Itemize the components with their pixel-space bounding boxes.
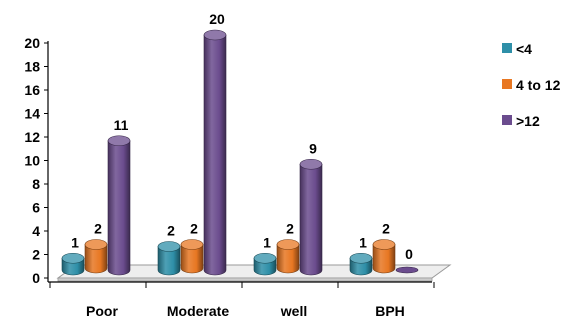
bar-top [203,29,227,41]
data-label-moderate-4-to-12: 2 [190,221,198,237]
legend-label: 4 to 12 [516,77,561,93]
bar-top [84,239,108,250]
bar-moderate-gt-12 [203,29,227,276]
legend-item-4-to-12: 4 to 12 [502,77,561,93]
bar-top [349,252,373,264]
bar-well-gt-12 [299,158,323,276]
legend-swatch [502,43,512,53]
data-label-moderate-lt-4: 2 [167,223,175,239]
bar-bph-gt-12 [395,266,419,274]
bars-group [61,29,419,276]
bar-body [107,140,131,276]
y-tick-label: 20 [24,35,40,51]
bar-bph-4-to-12 [372,239,396,274]
data-label-poor-lt-4: 1 [71,234,79,250]
bar-body [299,163,323,276]
legend-swatch [502,115,512,125]
data-label-well-4-to-12: 2 [286,221,294,237]
data-label-bph-4-to-12: 2 [382,221,390,237]
x-axis: Poor Moderate well BPH [48,281,435,319]
legend-label: <4 [516,41,532,57]
bar-top [180,239,204,250]
bar-body [276,244,300,274]
data-label-well-lt-4: 1 [263,234,271,250]
data-label-moderate-gt-12: 20 [209,11,225,27]
bar-top [299,158,323,170]
data-label-bph-gt-12: 0 [405,246,413,262]
y-tick-label: 8 [32,176,40,192]
bar-body [180,244,204,274]
bar-body [84,244,108,274]
bar-poor-lt-4 [61,252,85,276]
bar-top [61,252,85,264]
legend-label: >12 [516,113,540,129]
y-tick-label: 10 [24,153,40,169]
bar-top [253,252,277,264]
bar-body [157,246,181,276]
bar-well-4-to-12 [276,239,300,274]
legend-swatch [502,79,512,89]
bar-top [157,241,181,252]
y-tick-label: 12 [24,129,40,145]
bar-moderate-lt-4 [157,241,181,276]
bar-poor-4-to-12 [84,239,108,274]
y-tick-label: 18 [24,59,40,75]
bar-bph-lt-4 [349,252,373,276]
bar-top [276,239,300,250]
bar-top [372,239,396,250]
data-label-poor-gt-12: 11 [114,117,129,133]
y-axis: 0 2 4 6 8 10 12 14 16 18 20 [24,35,49,286]
x-category-label-bph: BPH [375,303,405,319]
y-tick-label: 6 [32,200,40,216]
data-label-well-gt-12: 9 [309,140,317,156]
x-category-label-poor: Poor [86,303,118,319]
bar-moderate-4-to-12 [180,239,204,274]
bar-body [203,34,227,276]
y-tick-label: 2 [32,247,40,263]
y-tick-label: 0 [32,270,40,286]
y-tick-label: 16 [24,82,40,98]
bar-poor-gt-12 [107,135,131,276]
bar-top [395,266,419,274]
floor-edge [57,277,433,282]
legend-item-lt-4: <4 [502,41,532,57]
y-tick-label: 14 [24,106,40,122]
bar-well-lt-4 [253,252,277,276]
legend-item-gt-12: >12 [502,113,540,129]
bar-body [372,244,396,274]
x-category-label-well: well [280,303,307,319]
data-label-bph-lt-4: 1 [359,234,367,250]
legend: <4 4 to 12 >12 [502,41,561,129]
y-tick-label: 4 [32,223,40,239]
bar-top [107,135,131,147]
x-category-label-moderate: Moderate [167,303,229,319]
data-label-poor-4-to-12: 2 [94,221,102,237]
